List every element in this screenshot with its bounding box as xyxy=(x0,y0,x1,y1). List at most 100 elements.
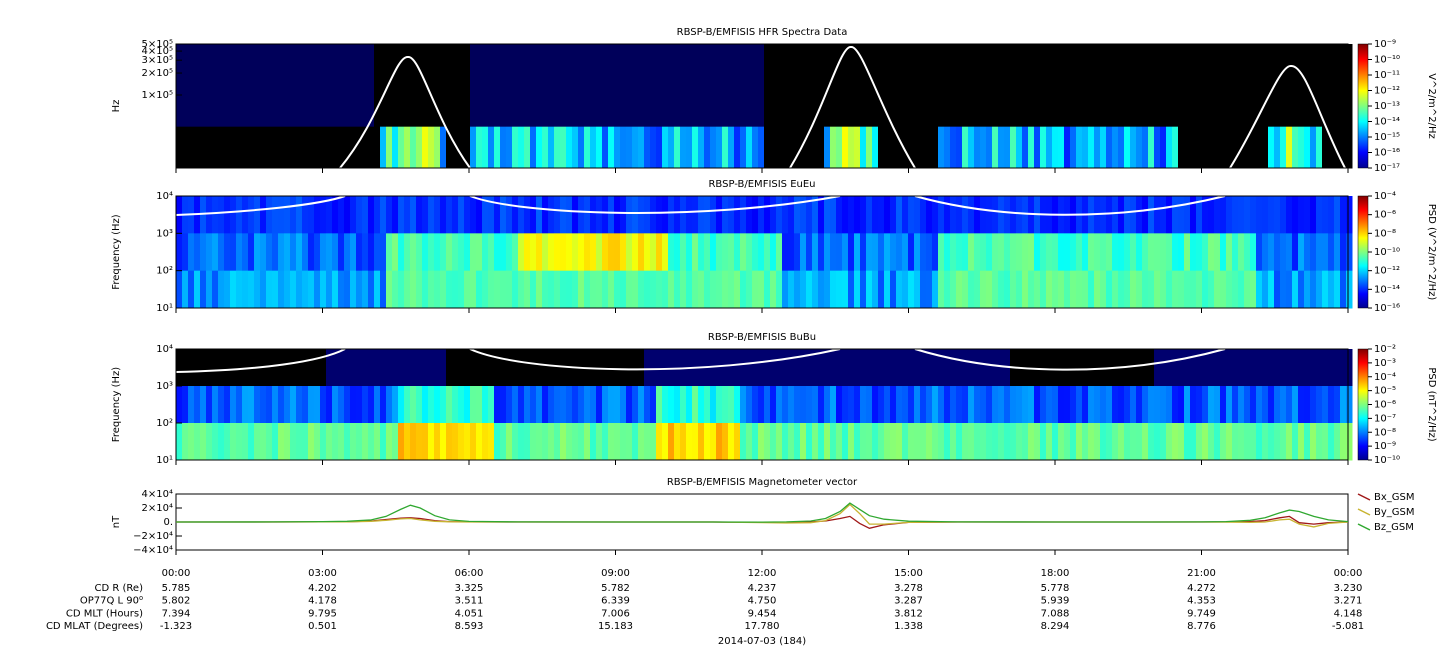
spectrogram-cell xyxy=(332,44,339,86)
spectrogram-cell xyxy=(1100,233,1107,272)
spectrogram-cell xyxy=(920,386,927,424)
spectrogram-cell xyxy=(188,233,195,272)
spectrogram-cell xyxy=(524,270,531,309)
spectrogram-cell xyxy=(230,386,237,424)
spectrogram-cell xyxy=(434,423,441,461)
spectrogram-cell xyxy=(650,233,657,272)
spectrogram-cell xyxy=(1040,270,1047,309)
spectrogram-cell xyxy=(842,386,849,424)
spectrogram-cell xyxy=(848,196,855,234)
spectrogram-cell xyxy=(1202,44,1209,86)
spectrogram-cell xyxy=(692,126,699,169)
spectrogram-cell xyxy=(746,85,753,128)
spectrogram-cell xyxy=(1028,85,1035,128)
spectrogram-cell xyxy=(740,44,747,86)
spectrogram-cell xyxy=(1274,196,1281,234)
spectrogram-cell xyxy=(860,349,867,387)
spectrogram-cell xyxy=(488,196,495,234)
spectrogram-cell xyxy=(1130,349,1137,387)
spectrogram-cell xyxy=(998,85,1005,128)
spectrogram-cell xyxy=(1250,44,1257,86)
spectrogram-cell xyxy=(410,196,417,234)
spectrogram-cell xyxy=(566,233,573,272)
spectrogram-cell xyxy=(638,126,645,169)
spectrogram-cell xyxy=(1214,423,1221,461)
spectrogram-cell xyxy=(890,126,897,169)
spectrogram-cell xyxy=(944,423,951,461)
colorbar-tick-label: 10⁻¹⁴ xyxy=(1374,117,1400,128)
spectrogram-cell xyxy=(1112,233,1119,272)
spectrogram-cell xyxy=(830,270,837,309)
spectrogram-cell xyxy=(722,349,729,387)
spectrogram-cell xyxy=(356,233,363,272)
spectrogram-cell xyxy=(500,423,507,461)
spectrogram-cell xyxy=(614,270,621,309)
spectrogram-cell xyxy=(1256,233,1263,272)
spectrogram-cell xyxy=(596,44,603,86)
spectrogram-cell xyxy=(1280,126,1287,169)
ephemeris-value: 3.511 xyxy=(455,596,484,607)
spectrogram-cell xyxy=(362,423,369,461)
spectrogram-cell xyxy=(410,423,417,461)
spectrogram-cell xyxy=(1280,233,1287,272)
spectrogram-cell xyxy=(680,196,687,234)
spectrogram-cell xyxy=(182,386,189,424)
spectrogram-cell xyxy=(968,85,975,128)
spectrogram-cell xyxy=(1196,126,1203,169)
spectrogram-cell xyxy=(344,349,351,387)
spectrogram-cell xyxy=(1328,85,1335,128)
spectrogram-cell xyxy=(206,270,213,309)
spectrogram-cell xyxy=(482,349,489,387)
spectrogram-cell xyxy=(218,349,225,387)
y-tick-label: 10¹ xyxy=(156,303,173,314)
spectrogram-cell xyxy=(512,85,519,128)
spectrogram-cell xyxy=(512,196,519,234)
spectrogram-cell xyxy=(956,423,963,461)
spectrogram-cell xyxy=(482,196,489,234)
x-tick-label: 15:00 xyxy=(894,568,923,579)
spectrogram-cell xyxy=(176,233,183,272)
spectrogram-cell xyxy=(980,386,987,424)
spectrogram-cell xyxy=(656,126,663,169)
spectrogram-cell xyxy=(632,196,639,234)
spectrogram-cell xyxy=(674,196,681,234)
spectrogram-cell xyxy=(272,85,279,128)
spectrogram-cell xyxy=(560,44,567,86)
spectrogram-cell xyxy=(1088,270,1095,309)
spectrogram-cell xyxy=(1214,386,1221,424)
spectrogram-cell xyxy=(452,270,459,309)
spectrogram-cell xyxy=(992,126,999,169)
spectrogram-cell xyxy=(848,386,855,424)
spectrogram-cell xyxy=(932,126,939,169)
spectrogram-cell xyxy=(236,423,243,461)
y-axis-label: nT xyxy=(111,515,122,528)
spectrogram-cell xyxy=(554,349,561,387)
spectrogram-cell xyxy=(530,44,537,86)
spectrogram-cell xyxy=(734,233,741,272)
spectrogram-cell xyxy=(1262,270,1269,309)
y-axis-label: Frequency (Hz) xyxy=(111,214,122,290)
spectrogram-cell xyxy=(422,233,429,272)
spectrogram-cell xyxy=(374,44,381,86)
spectrogram-cell xyxy=(1040,349,1047,387)
spectrogram-cell xyxy=(386,44,393,86)
spectrogram-cell xyxy=(1106,270,1113,309)
spectrogram-cell xyxy=(200,44,207,86)
spectrogram-cell xyxy=(752,126,759,169)
spectrogram-cell xyxy=(1286,44,1293,86)
spectrogram-cell xyxy=(1274,423,1281,461)
spectrogram-cell xyxy=(326,126,333,169)
spectrogram-cell xyxy=(350,126,357,169)
spectrogram-cell xyxy=(230,423,237,461)
spectrogram-cell xyxy=(866,233,873,272)
spectrogram-cell xyxy=(1034,126,1041,169)
spectrogram-cell xyxy=(368,270,375,309)
spectrogram-cell xyxy=(1316,233,1323,272)
spectrogram-cell xyxy=(890,270,897,309)
spectrogram-cell xyxy=(776,233,783,272)
spectrogram-cell xyxy=(590,44,597,86)
spectrogram-cell xyxy=(758,196,765,234)
spectrogram-cell xyxy=(584,423,591,461)
spectrogram-cell xyxy=(1292,423,1299,461)
spectrogram-cell xyxy=(272,233,279,272)
